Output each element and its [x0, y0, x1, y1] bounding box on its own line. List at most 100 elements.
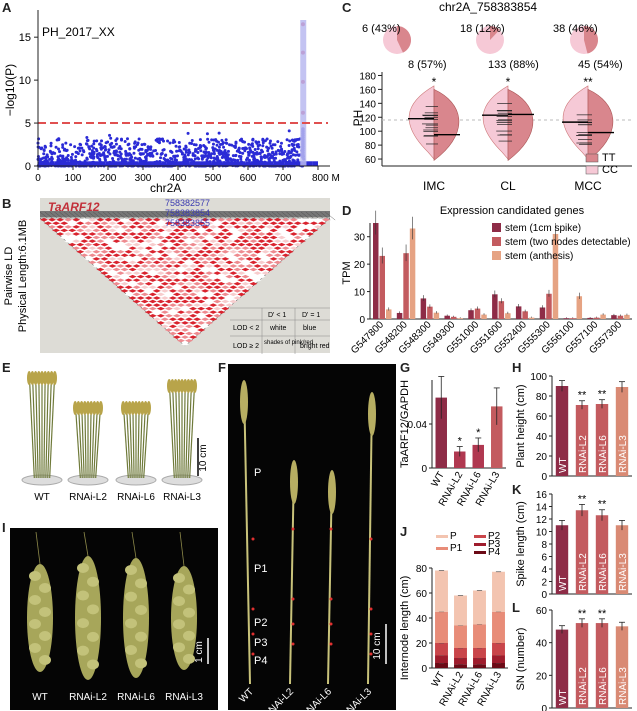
category-label: WT — [558, 575, 569, 591]
ld-cell — [213, 271, 222, 275]
ld-cell — [180, 221, 190, 226]
ld-cell — [180, 328, 190, 332]
snp-point — [198, 138, 202, 142]
ld-cell — [209, 282, 218, 286]
ld-cell — [241, 282, 250, 286]
snp-point — [119, 147, 123, 151]
ld-heatmap: TaARF12 758382577 758383854 758383855 Pa… — [3, 198, 336, 354]
ld-cell — [124, 250, 133, 254]
genotype-label: RNAi-L6 — [300, 686, 335, 710]
ld-cell — [193, 289, 202, 293]
d-bar — [570, 318, 576, 319]
ld-cell — [265, 267, 274, 272]
snp-point — [117, 146, 121, 150]
spike — [33, 371, 38, 385]
snp-point — [249, 143, 253, 147]
ld-cell — [176, 253, 185, 258]
ld-cell — [148, 250, 157, 254]
scale-bar-label: 1 cm — [194, 641, 205, 663]
legend-tt: TT — [602, 152, 616, 164]
ld-cell — [305, 232, 314, 236]
ld-cell — [261, 257, 270, 261]
snp-point — [211, 146, 215, 150]
snp-dense-band — [110, 161, 117, 166]
ld-cell — [76, 250, 85, 254]
ld-cell — [172, 285, 181, 290]
spikelet — [87, 631, 99, 642]
ld-cell — [152, 289, 161, 293]
snp-point — [50, 157, 54, 161]
snp-point — [259, 155, 263, 159]
ld-cell — [221, 228, 230, 233]
ld-cell — [201, 317, 210, 322]
ld-cell — [88, 260, 97, 265]
snp-point — [102, 153, 106, 157]
ld-cell — [120, 267, 129, 272]
d-y-tick-label: 0 — [359, 315, 365, 326]
ld-cell — [185, 331, 194, 336]
ld-cell — [229, 299, 238, 304]
ld-cell — [56, 225, 65, 229]
spikelet — [135, 605, 147, 615]
ld-cell — [156, 278, 165, 282]
ld-cell — [285, 221, 294, 226]
bar — [615, 626, 629, 708]
bar — [575, 510, 589, 594]
snp-point — [85, 139, 89, 143]
ld-cell — [221, 250, 230, 254]
snp-point — [85, 136, 89, 140]
ld-cell — [281, 218, 290, 222]
snp-point — [44, 156, 48, 160]
ld-cell — [245, 228, 254, 233]
ld-cell — [245, 235, 254, 240]
stack-segment — [492, 643, 505, 656]
snp-dense-band — [217, 161, 223, 166]
spike — [167, 379, 172, 393]
legend-swatch — [474, 543, 486, 546]
ld-cell — [180, 250, 190, 254]
snp-point — [58, 158, 62, 162]
y-tick-label: 0 — [541, 472, 547, 480]
panel-letter-e: E — [2, 360, 11, 375]
snp-point — [285, 138, 289, 142]
ld-cell — [124, 235, 133, 240]
node-mark — [291, 622, 295, 626]
ld-cell — [92, 250, 101, 254]
snp-dense-band — [82, 161, 89, 166]
ld-cell — [100, 264, 109, 268]
spikelet — [39, 583, 51, 593]
c-y-tick-label: 140 — [359, 99, 376, 110]
x-tick-label: 600 — [240, 173, 257, 184]
ld-cell — [156, 314, 165, 318]
ld-cell — [237, 235, 246, 240]
snp-dense-band — [54, 161, 61, 166]
snp-dense-band — [245, 161, 251, 166]
ld-cell — [209, 260, 218, 265]
ld-cell — [269, 242, 278, 247]
ld-cell — [257, 232, 266, 236]
ld-cell — [132, 292, 141, 297]
snp-point — [217, 145, 221, 149]
ld-cell — [56, 232, 65, 236]
node-mark — [291, 597, 295, 601]
ld-cell — [249, 274, 258, 279]
ld-cell — [92, 242, 101, 247]
y-tick-label: 12 — [536, 515, 548, 526]
snp-point — [255, 158, 259, 162]
snp-point — [133, 156, 137, 160]
ld-cell — [148, 228, 157, 233]
stem — [74, 401, 81, 479]
ld-cell — [68, 235, 77, 240]
snp-dense-band — [256, 161, 262, 166]
snp-dense-band — [116, 161, 122, 166]
snp-point — [268, 139, 272, 143]
snp-point — [205, 132, 209, 136]
snp-point — [198, 146, 202, 150]
ld-cell — [193, 274, 202, 279]
genotype-label: WT — [32, 692, 48, 703]
ld-cell — [116, 257, 125, 261]
snp-point — [80, 153, 84, 157]
ld-cell — [160, 232, 169, 236]
ld-cell — [201, 282, 210, 286]
snp-dense-band — [228, 161, 234, 166]
